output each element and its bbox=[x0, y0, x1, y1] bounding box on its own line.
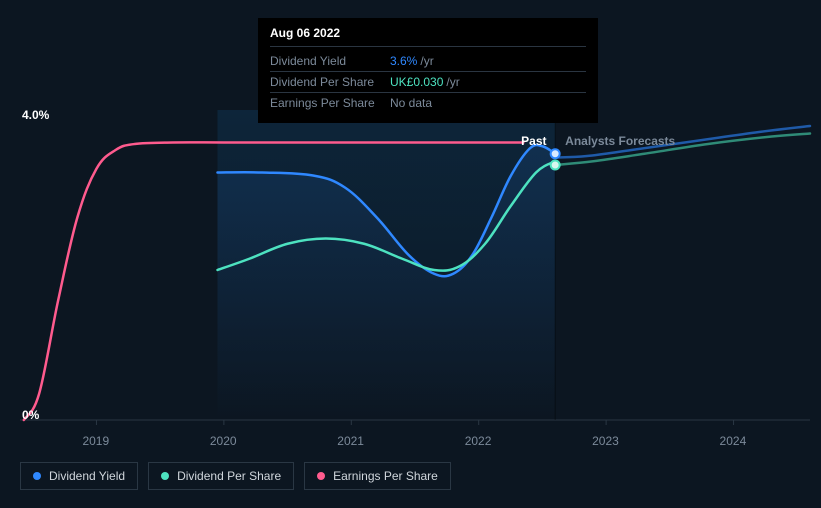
legend-item[interactable]: Earnings Per Share bbox=[304, 462, 451, 490]
x-axis-label: 2020 bbox=[210, 434, 237, 448]
series-marker bbox=[551, 149, 560, 158]
legend-dot-icon bbox=[317, 472, 325, 480]
tooltip-row: Dividend Per ShareUK£0.030/yr bbox=[270, 72, 586, 93]
y-axis-label: 0% bbox=[22, 408, 39, 422]
legend-item[interactable]: Dividend Yield bbox=[20, 462, 138, 490]
past-label: Past bbox=[521, 134, 546, 148]
tooltip-row: Dividend Yield3.6%/yr bbox=[270, 51, 586, 72]
forecast-label: Analysts Forecasts bbox=[565, 134, 675, 148]
tooltip-row: Earnings Per ShareNo data bbox=[270, 93, 586, 113]
x-axis-label: 2021 bbox=[337, 434, 364, 448]
y-axis-label: 4.0% bbox=[22, 108, 49, 122]
dividend-chart: 4.0% 0% 2019 2020 2021 2022 2023 2024 Past Anal… bbox=[0, 0, 821, 508]
x-axis-label: 2024 bbox=[720, 434, 747, 448]
x-axis-label: 2019 bbox=[82, 434, 109, 448]
tooltip-row-value: UK£0.030 bbox=[390, 75, 443, 89]
series-marker bbox=[551, 161, 560, 170]
tooltip-row-value: 3.6% bbox=[390, 54, 417, 68]
chart-tooltip: Aug 06 2022 Dividend Yield3.6%/yrDividen… bbox=[258, 18, 598, 123]
tooltip-row-label: Earnings Per Share bbox=[270, 96, 390, 110]
legend-dot-icon bbox=[161, 472, 169, 480]
legend-label: Dividend Per Share bbox=[177, 469, 281, 483]
chart-legend: Dividend Yield Dividend Per Share Earnings… bbox=[20, 462, 451, 490]
legend-label: Earnings Per Share bbox=[333, 469, 438, 483]
legend-item[interactable]: Dividend Per Share bbox=[148, 462, 294, 490]
tooltip-date: Aug 06 2022 bbox=[270, 26, 586, 47]
legend-label: Dividend Yield bbox=[49, 469, 125, 483]
tooltip-row-unit: /yr bbox=[420, 54, 433, 68]
tooltip-row-unit: /yr bbox=[446, 75, 459, 89]
tooltip-row-value: No data bbox=[390, 96, 432, 110]
x-axis-label: 2023 bbox=[592, 434, 619, 448]
tooltip-row-label: Dividend Yield bbox=[270, 54, 390, 68]
x-axis-label: 2022 bbox=[465, 434, 492, 448]
tooltip-row-label: Dividend Per Share bbox=[270, 75, 390, 89]
legend-dot-icon bbox=[33, 472, 41, 480]
